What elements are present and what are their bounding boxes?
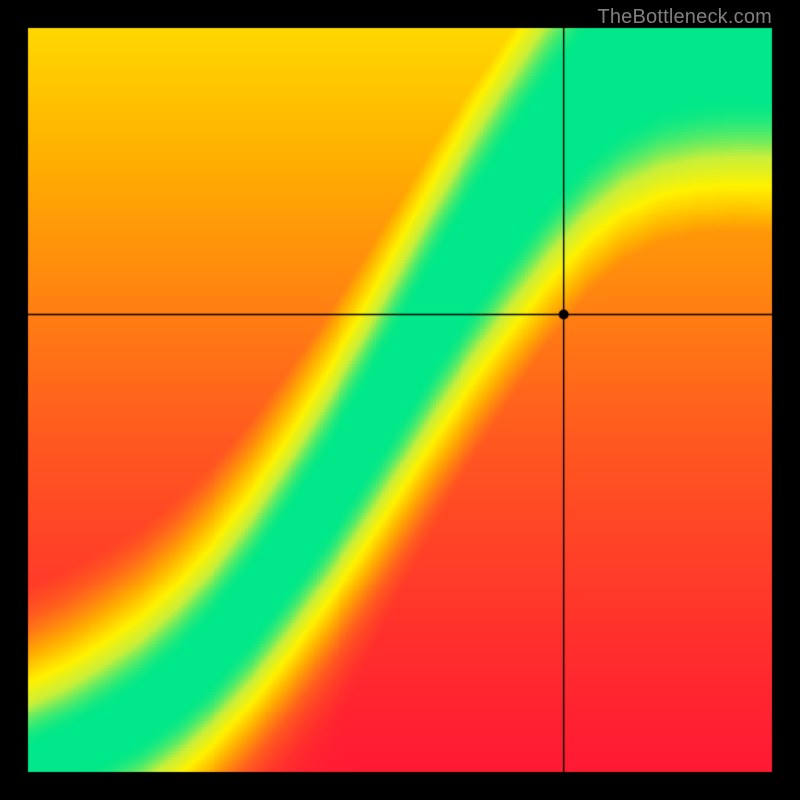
watermark-text: TheBottleneck.com	[597, 6, 772, 29]
bottleneck-heatmap	[0, 0, 800, 800]
